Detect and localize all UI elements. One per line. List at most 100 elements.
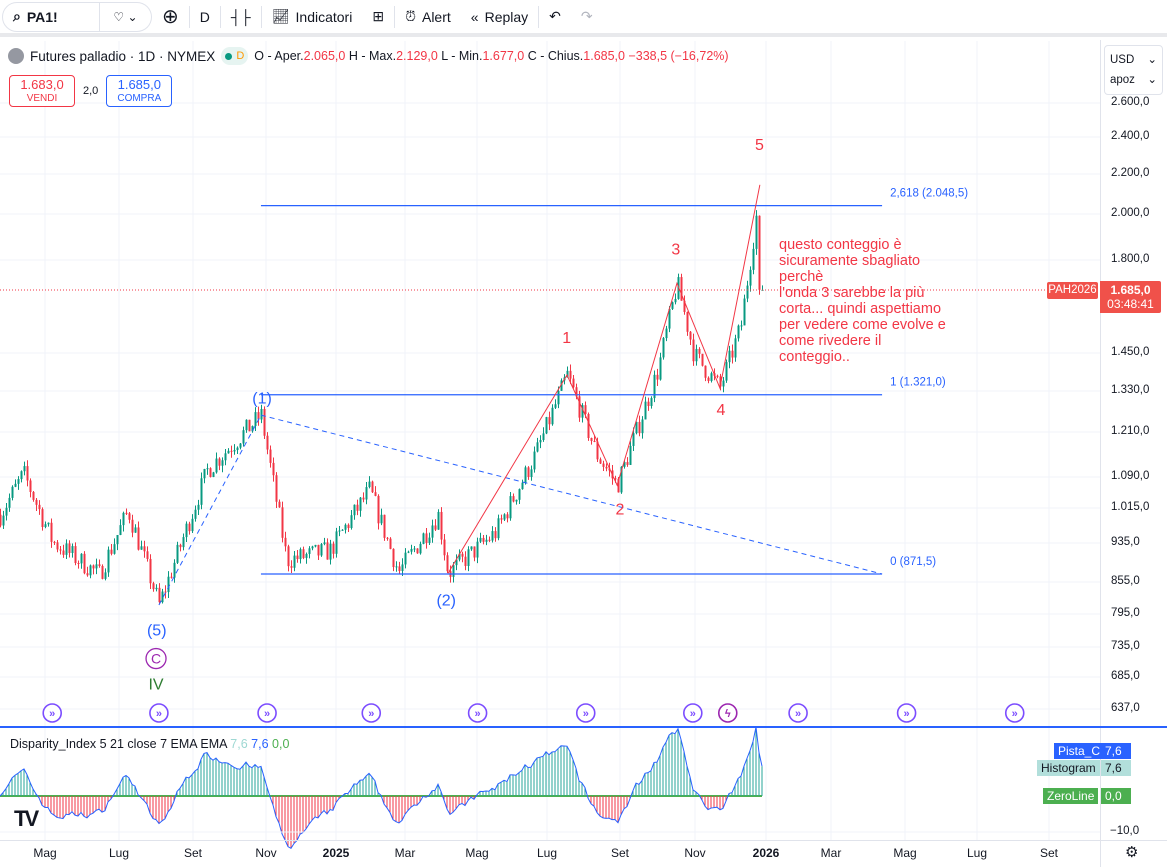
candle	[662, 337, 665, 360]
candle-body	[395, 566, 398, 568]
wave-label: (1)	[252, 390, 272, 407]
fib-level-label: 0 (871,5)	[890, 556, 936, 568]
alert-button[interactable]: ⏰︎ Alert	[395, 2, 461, 32]
interval-button[interactable]: D	[190, 2, 220, 32]
candle	[353, 504, 356, 520]
note-line: sicuramente sbagliato	[779, 253, 921, 269]
candle-body	[599, 459, 602, 464]
event-flash-icon[interactable]: ϟ	[717, 703, 738, 723]
event-dividend-icon[interactable]: »	[149, 703, 169, 723]
candle	[680, 273, 683, 301]
symbol-search[interactable]: ⌕ PA1!	[2, 1, 100, 32]
candle-body	[356, 504, 359, 511]
unit-dropdown[interactable]: apoz ⌄	[1110, 74, 1157, 86]
candle	[20, 470, 23, 483]
compare-button[interactable]: ⊕	[152, 2, 189, 32]
candle	[434, 519, 437, 531]
candle	[143, 540, 146, 558]
candle	[629, 441, 632, 466]
candle	[479, 532, 482, 544]
event-dividend-icon[interactable]: »	[361, 703, 382, 723]
candle-body	[122, 512, 125, 526]
candle-body	[326, 542, 329, 560]
candle	[464, 551, 467, 571]
event-dividend-icon[interactable]: »	[896, 703, 917, 723]
candle-body	[14, 483, 17, 487]
candle-body	[206, 468, 209, 470]
event-glyph: »	[475, 708, 481, 720]
candle-body	[683, 300, 686, 312]
price-tick-label: 1.800,0	[1111, 253, 1150, 265]
candle	[665, 325, 668, 342]
candle-body	[239, 443, 242, 448]
event-dividend-icon[interactable]: »	[42, 703, 63, 723]
candle-body	[527, 467, 530, 477]
candle-body	[620, 466, 623, 493]
buy-button[interactable]: 1.685,0 COMPRA	[106, 75, 173, 107]
candle-body	[410, 548, 413, 552]
tradingview-logo[interactable]: TV	[14, 806, 39, 831]
candle-body	[617, 478, 620, 493]
candle	[272, 457, 275, 482]
candle-body	[404, 552, 407, 565]
candle-body	[488, 539, 491, 541]
candle-body	[299, 549, 302, 560]
candle-body	[389, 538, 392, 549]
candle	[374, 486, 377, 497]
candle	[395, 561, 398, 572]
candle-body	[53, 541, 56, 543]
candle	[491, 526, 494, 543]
event-dividend-icon[interactable]: »	[467, 703, 488, 723]
buy-price: 1.685,0	[117, 77, 161, 92]
event-dividend-icon[interactable]: »	[257, 703, 277, 723]
candle	[254, 407, 257, 432]
candle-body	[236, 447, 239, 451]
candle	[548, 411, 551, 431]
chart-type-button[interactable]: ┤├	[221, 2, 261, 32]
candle	[248, 419, 251, 432]
chart-legend: Futures palladio · 1D · NYMEX D O - Aper…	[8, 47, 729, 65]
sell-button[interactable]: 1.683,0 VENDI	[9, 75, 75, 107]
indicators-button[interactable]: 📈︎ Indicatori	[262, 2, 363, 32]
candle	[470, 546, 473, 551]
candle-body	[272, 462, 275, 476]
time-axis[interactable]: Mag Lug Set Nov 2025 Mar Mag Lug Set Nov 2026 Mar Ma…	[0, 840, 1167, 867]
candle-body	[413, 548, 416, 550]
event-dividend-icon[interactable]: »	[1004, 703, 1025, 723]
candle-body	[89, 565, 92, 576]
settings-gear-icon[interactable]: ⚙	[1125, 844, 1139, 861]
candle-body	[26, 466, 29, 481]
candle-body	[731, 350, 734, 358]
candle-body	[572, 378, 575, 388]
pane-divider[interactable]	[0, 726, 1167, 728]
replay-button[interactable]: « Replay	[461, 2, 538, 32]
currency-dropdown[interactable]: USD ⌄	[1110, 54, 1157, 66]
candle	[131, 514, 134, 538]
candle-body	[740, 325, 743, 327]
candle	[446, 552, 449, 574]
candle-body	[512, 496, 515, 502]
price-axis[interactable]: 2.600,0 2.400,0 2.200,0 2.000,0 1.800,0 1.450…	[1100, 40, 1167, 867]
candle-body	[692, 339, 695, 362]
annotation-note[interactable]: questo conteggio è sicuramente sbagliato p…	[779, 237, 989, 365]
price-tick-label: 1.090,0	[1111, 470, 1150, 482]
undo-button[interactable]: ↶	[539, 2, 571, 32]
candle-body	[605, 466, 608, 469]
candle	[338, 526, 341, 537]
candle	[302, 546, 305, 560]
candle-body	[170, 576, 173, 578]
layouts-button[interactable]: ⊞	[362, 2, 394, 32]
candle-body	[83, 553, 86, 574]
candle	[644, 396, 647, 420]
candle-body	[173, 562, 176, 578]
currency-unit-selector[interactable]: USD ⌄ apoz ⌄	[1104, 45, 1163, 95]
candle	[413, 546, 416, 553]
redo-button[interactable]: ↷	[571, 2, 603, 32]
event-glyph: »	[156, 708, 162, 720]
favorite-dropdown[interactable]: ♡ ⌄	[100, 1, 152, 32]
event-dividend-icon[interactable]: »	[683, 703, 703, 723]
event-circle	[42, 703, 63, 723]
event-dividend-icon[interactable]: »	[575, 703, 596, 723]
event-dividend-icon[interactable]: »	[788, 703, 808, 723]
